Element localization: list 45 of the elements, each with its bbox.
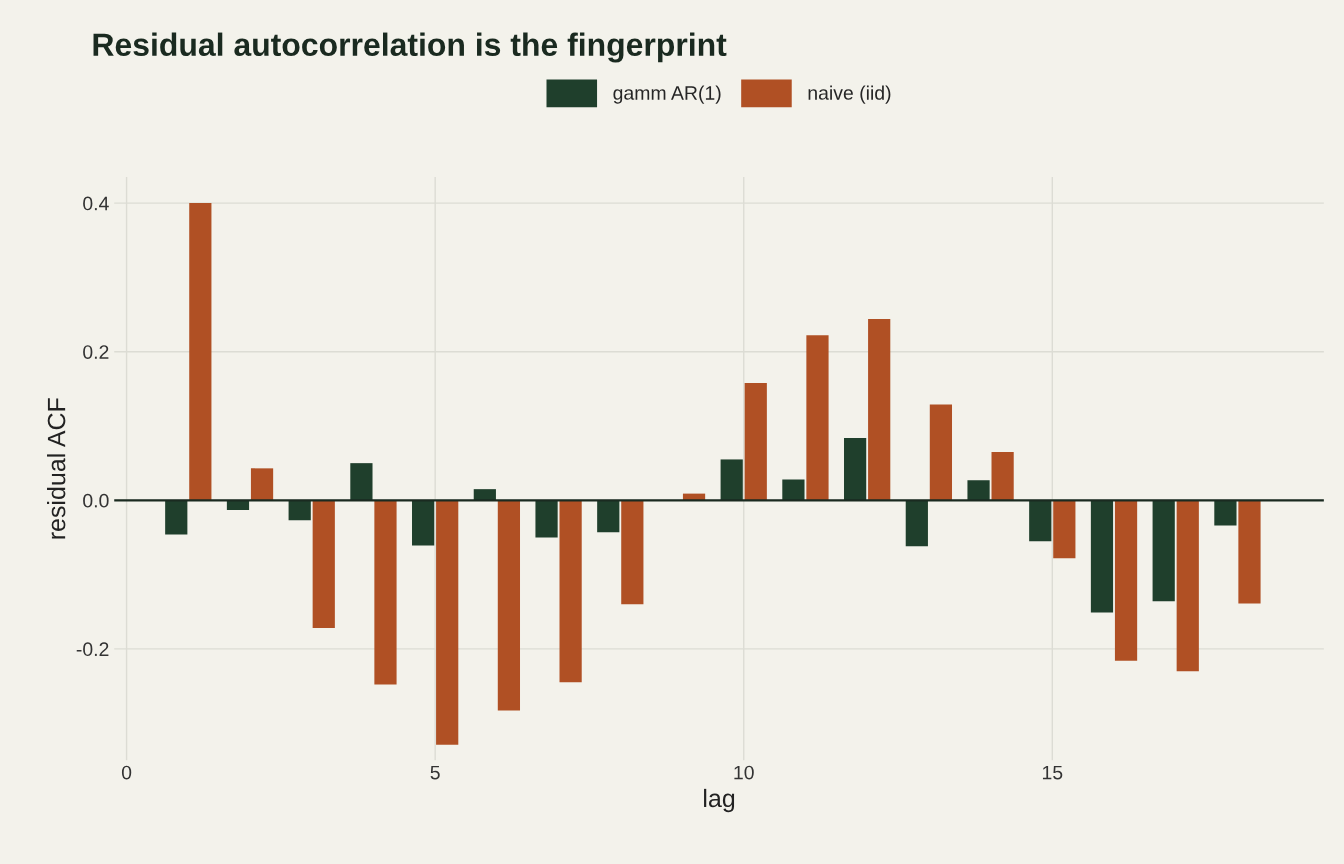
x-tick-label: 0 — [121, 765, 132, 780]
bar — [597, 500, 620, 533]
y-tick-label: -0.2 — [76, 642, 109, 657]
bar — [1090, 500, 1114, 613]
bar — [967, 480, 990, 501]
bar — [929, 404, 953, 501]
y-tick-label: 0.4 — [83, 196, 109, 211]
bar — [720, 459, 743, 501]
bar — [165, 500, 188, 535]
bar — [1214, 500, 1237, 526]
bar — [1238, 500, 1261, 604]
x-tick-label: 10 — [734, 765, 754, 780]
bar — [782, 479, 805, 501]
legend-label: gamm AR(1) — [613, 85, 721, 104]
x-axis-title: lag — [704, 788, 735, 813]
bar — [905, 500, 928, 547]
bar — [744, 382, 767, 501]
bar — [436, 500, 459, 745]
chart-title: Residual autocorrelation is the fingerprint — [93, 32, 727, 63]
bar — [621, 500, 644, 605]
bar — [806, 335, 829, 501]
bar — [497, 500, 521, 711]
y-tick-label: 0.2 — [83, 345, 109, 359]
x-tick-label: 5 — [430, 765, 440, 780]
bar — [374, 500, 397, 685]
y-axis-title: residual ACF — [47, 398, 66, 539]
x-tick-label: 15 — [1042, 765, 1063, 780]
bar — [1029, 500, 1052, 542]
y-tick-label: 0.0 — [83, 493, 109, 508]
bar — [288, 500, 311, 521]
bar — [1053, 500, 1076, 559]
bar — [559, 500, 582, 683]
bar — [535, 500, 558, 538]
bar — [991, 452, 1014, 501]
bar — [1114, 500, 1138, 661]
bar — [312, 500, 335, 629]
legend-label: naive (iid) — [808, 85, 891, 104]
bar — [189, 203, 212, 501]
bar — [1176, 500, 1199, 672]
bar — [844, 437, 867, 501]
bar — [250, 468, 274, 501]
bar — [412, 500, 435, 546]
bar — [1152, 500, 1175, 602]
bar — [350, 463, 373, 501]
bar — [868, 319, 891, 501]
